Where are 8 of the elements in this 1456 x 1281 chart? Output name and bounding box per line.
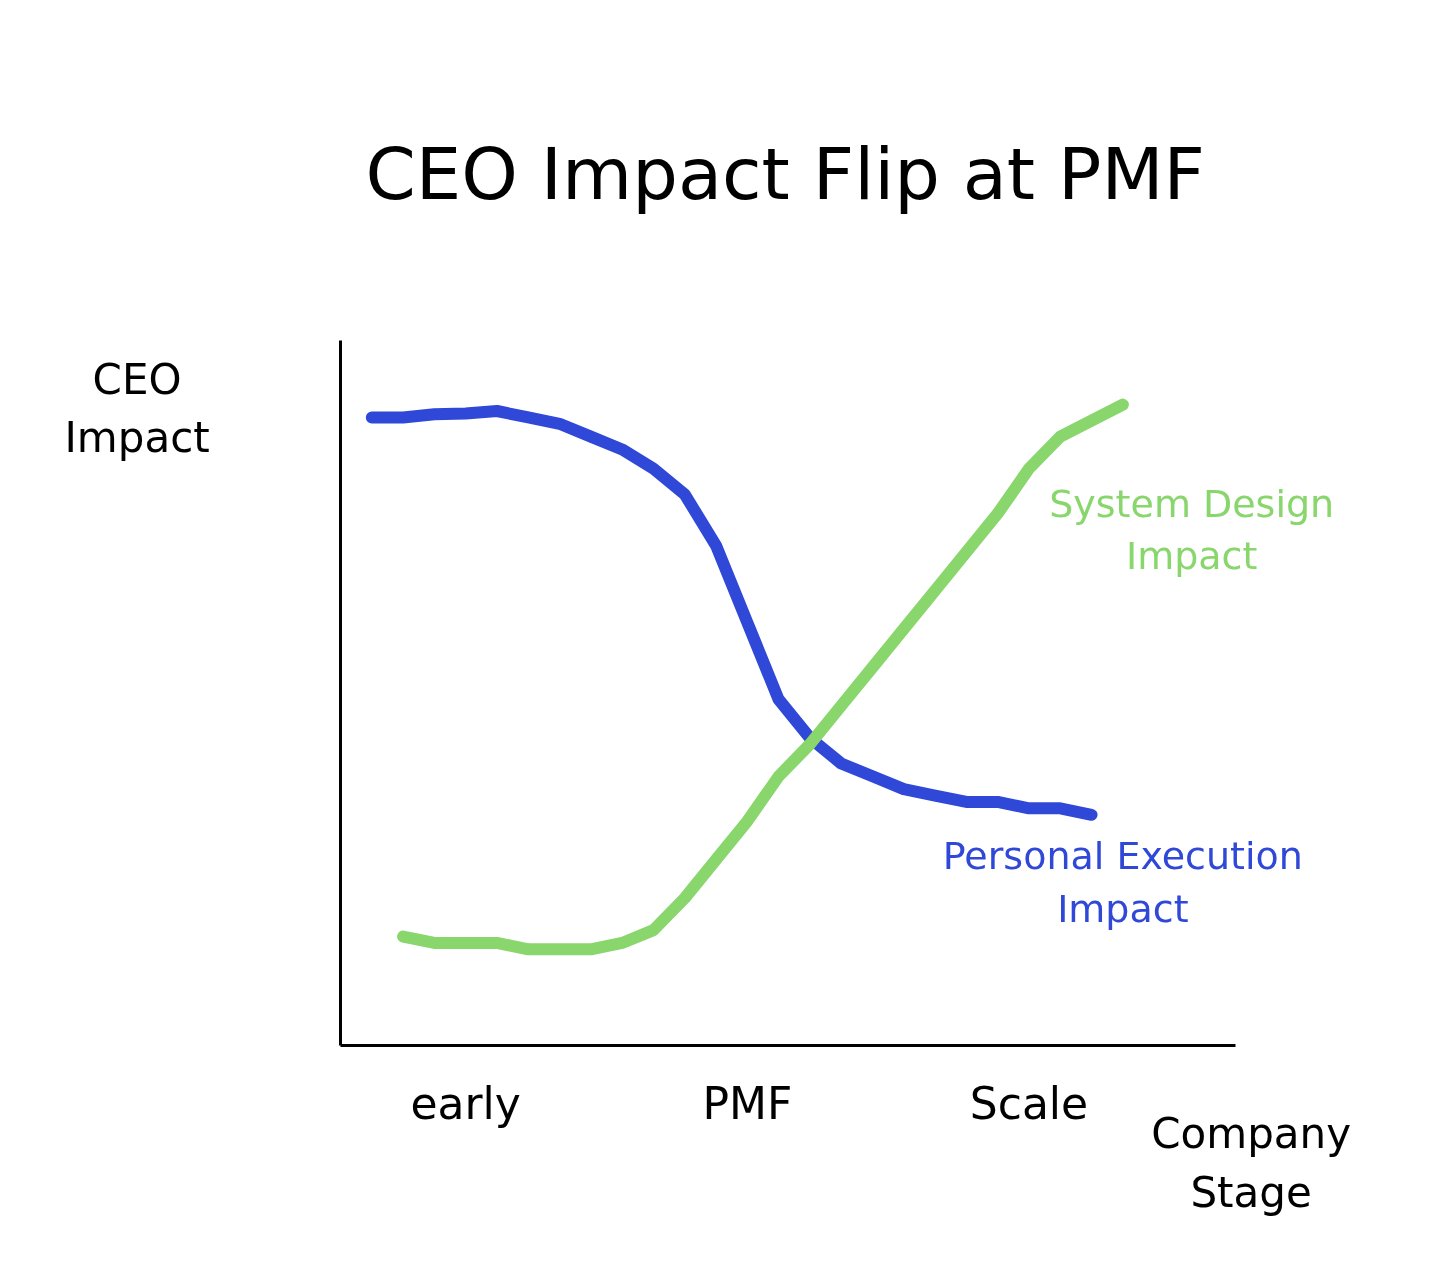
x-tick-label: early [410, 1077, 521, 1129]
series-label: System Design Impact [1049, 481, 1335, 579]
x-tick-label: PMF [702, 1077, 793, 1129]
x-axis-title: Company Stage [1151, 1108, 1352, 1217]
series-label: Personal Execution Impact [942, 834, 1303, 931]
y-axis-title: CEO Impact [64, 354, 210, 463]
x-tick-label: Scale [969, 1077, 1089, 1129]
chart-title: CEO Impact Flip at PMF [365, 131, 1205, 216]
